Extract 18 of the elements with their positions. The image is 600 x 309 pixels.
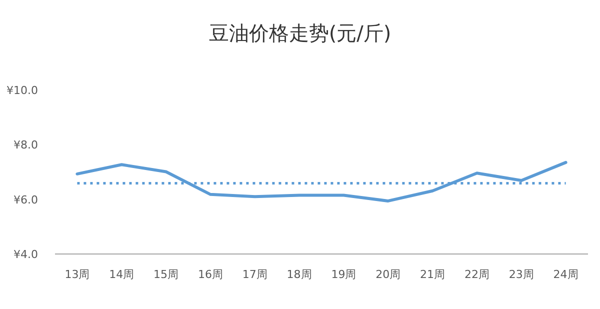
x-tick-label: 21周: [420, 268, 446, 281]
chart-title: 豆油价格走势(元/斤): [208, 21, 392, 45]
x-tick-label: 20周: [376, 268, 401, 281]
x-tick-label: 23周: [508, 268, 534, 281]
x-tick-label: 16周: [198, 268, 223, 281]
x-tick-label: 17周: [242, 268, 268, 281]
x-tick-label: 22周: [464, 268, 490, 281]
y-tick-label: ¥6.0: [14, 193, 38, 206]
y-tick-label: ¥10.0: [6, 84, 38, 97]
y-tick-label: ¥4.0: [14, 248, 38, 261]
x-tick-label: 19周: [331, 268, 356, 281]
line-series: [76, 160, 568, 202]
x-tick-label: 24周: [553, 268, 578, 281]
y-tick-label: ¥8.0: [14, 138, 38, 152]
x-tick-label: 18周: [286, 268, 312, 281]
x-tick-label: 15周: [154, 268, 179, 281]
x-tick-label: 13周: [64, 268, 90, 281]
x-tick-label: 14周: [109, 268, 134, 281]
